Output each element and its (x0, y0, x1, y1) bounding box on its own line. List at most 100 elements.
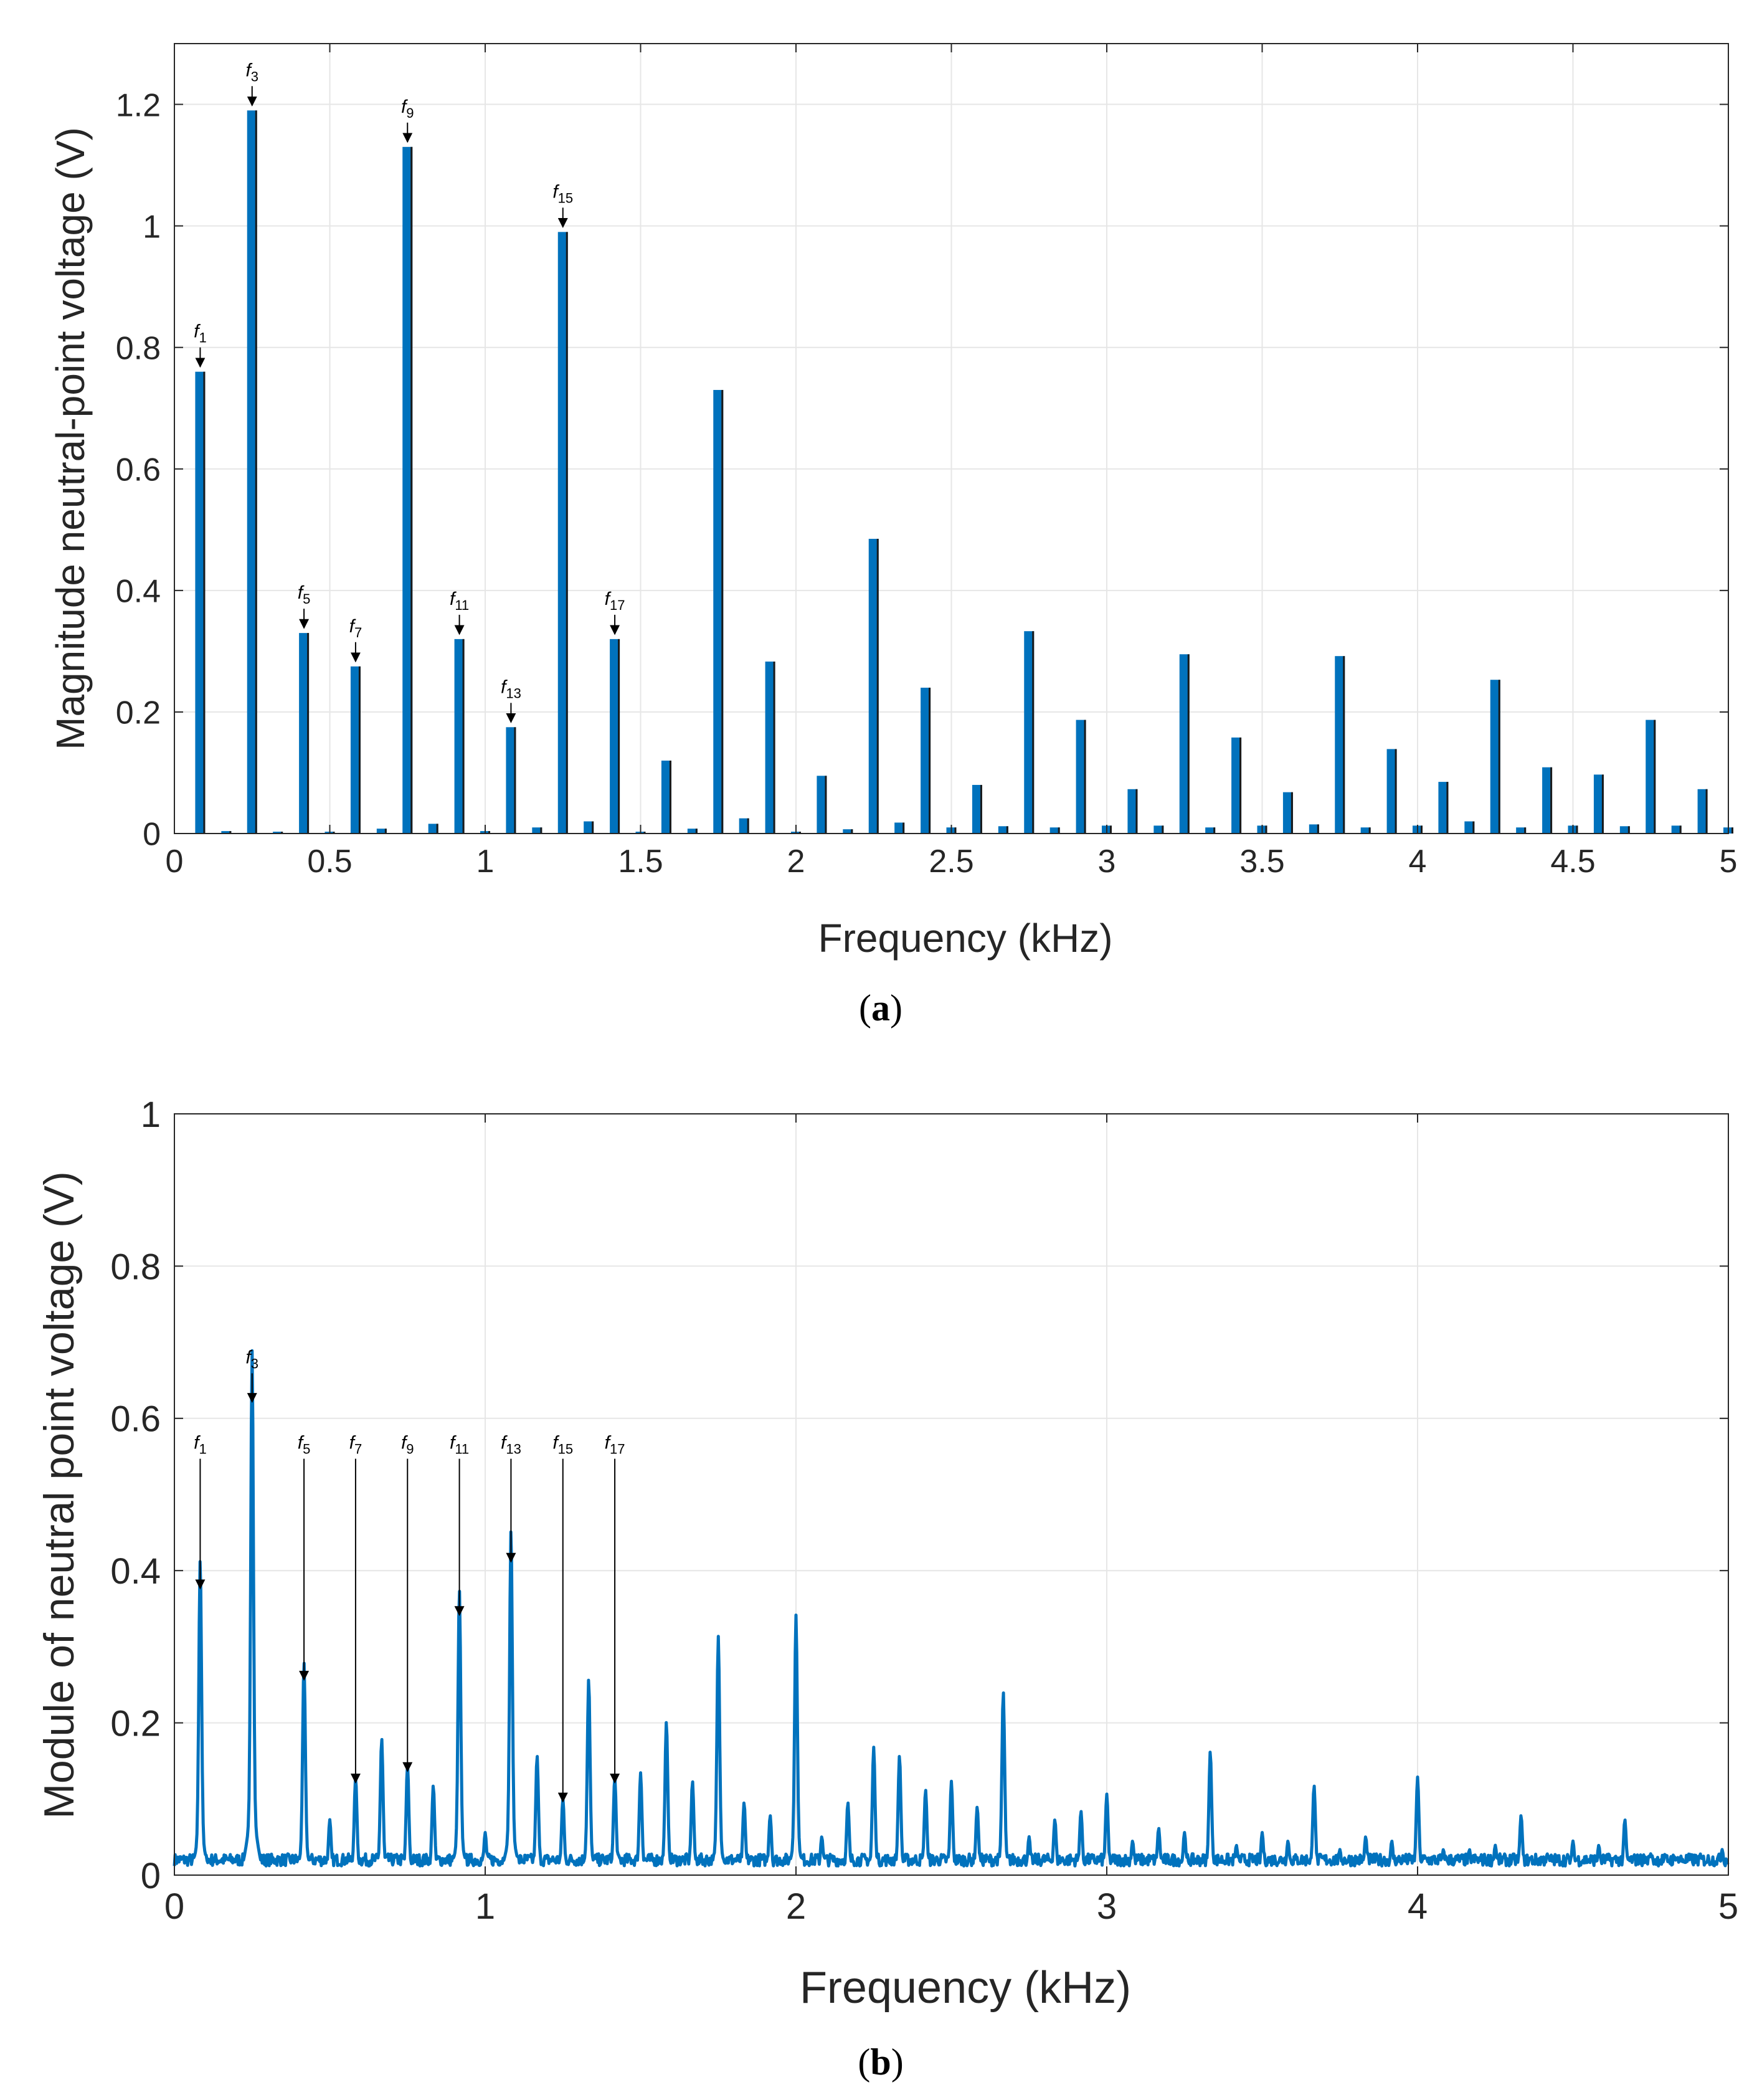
harmonic-label-base: f (450, 589, 457, 609)
y-tick-label: 0.4 (116, 574, 161, 610)
x-axis-label-b: Frequency (kHz) (800, 1963, 1131, 2013)
y-axis-label-a: Magnitude neutral-point voltage (V) (48, 127, 93, 750)
bar-edge (954, 827, 957, 834)
bar-edge (281, 832, 283, 834)
harmonic-label: f3 (245, 1347, 258, 1371)
bar (273, 832, 283, 834)
harmonic-label-base: f (552, 1433, 559, 1453)
bar-edge (1265, 825, 1267, 834)
y-tick-label: 0 (141, 1856, 161, 1896)
harmonic-label-sub: 17 (610, 597, 625, 613)
x-tick-label: 5 (1720, 843, 1738, 880)
x-tick-label: 0.5 (307, 843, 352, 880)
bar-edge (1239, 737, 1242, 834)
bar (402, 146, 413, 834)
bar (921, 687, 931, 834)
x-tick-label: 3.5 (1239, 843, 1284, 880)
bar-edge (1032, 631, 1035, 834)
x-tick-label: 1 (475, 1886, 495, 1927)
y-ticks-b: 0 0.2 0.4 0.6 0.8 1 (110, 1095, 1728, 1896)
caption-letter-a: a (871, 987, 890, 1029)
bar-edge (1601, 774, 1604, 834)
bar (247, 110, 257, 834)
harmonic-label-sub: 15 (558, 1442, 573, 1457)
harmonic-label-sub: 13 (506, 1442, 521, 1457)
x-tick-label: 0 (166, 843, 184, 880)
bar-edge (1368, 827, 1371, 834)
x-tick-label: 2 (787, 843, 805, 880)
harmonic-label-base: f (349, 616, 356, 637)
bar-edge (566, 232, 568, 834)
caption-b: (b) (858, 2041, 903, 2083)
bar-edge (462, 639, 465, 834)
bar (972, 784, 982, 834)
harmonic-label-sub: 5 (303, 1442, 310, 1457)
harmonic-label-base: f (245, 1347, 252, 1367)
harmonic-label-sub: 7 (354, 625, 362, 640)
harmonic-label-base: f (349, 1433, 356, 1453)
x-ticks-b: 0 1 2 3 4 5 (164, 1114, 1738, 1927)
harmonic-label-base: f (194, 321, 201, 342)
harmonic-label-sub: 17 (610, 1442, 625, 1457)
bar-edge (592, 821, 594, 834)
bar (843, 829, 853, 834)
harmonic-label-sub: 3 (251, 69, 258, 84)
harmonic-label-base: f (298, 1433, 305, 1453)
harmonic-label-base: f (401, 97, 408, 117)
harmonic-label: f11 (450, 1433, 469, 1457)
bar (1619, 826, 1630, 834)
bar (454, 639, 465, 834)
bar-edge (1524, 827, 1527, 834)
bar (1464, 821, 1475, 834)
bar-edge (643, 832, 646, 834)
harmonic-label: f7 (349, 616, 362, 640)
bar (817, 776, 827, 834)
bar-edge (1317, 824, 1319, 834)
bar (868, 538, 879, 834)
spectrum-line-b (173, 1349, 1730, 1868)
bar (1049, 827, 1060, 834)
bar-edge (618, 639, 620, 834)
harmonic-label: f17 (605, 1433, 625, 1457)
bar (1076, 720, 1086, 834)
bar-edge (876, 538, 879, 834)
bar (221, 831, 232, 834)
plot-area-b (174, 1114, 1728, 1875)
harmonic-label: f15 (552, 181, 573, 206)
harmonic-label-base: f (552, 181, 559, 202)
harmonic-label-sub: 15 (558, 190, 573, 206)
bar (998, 826, 1008, 834)
bar (428, 824, 438, 834)
harmonic-label: f5 (298, 1433, 311, 1457)
bar (1542, 767, 1553, 834)
bar-edge (410, 146, 413, 834)
bar-edge (1679, 825, 1682, 834)
bar-edge (436, 824, 438, 834)
harmonic-label: f5 (298, 582, 311, 607)
bar-edge (1343, 656, 1345, 834)
x-tick-label: 0 (164, 1886, 184, 1927)
bar-edge (488, 831, 490, 834)
bar (687, 829, 698, 834)
harmonic-label: f3 (245, 60, 258, 84)
bar (1335, 656, 1345, 834)
bar-edge (929, 687, 931, 834)
bar-edge (902, 822, 905, 834)
bar-edge (1291, 792, 1293, 834)
bar (1179, 654, 1190, 834)
bar (1438, 782, 1449, 834)
bar-edge (514, 727, 516, 834)
bar (350, 666, 361, 834)
bar (1309, 824, 1319, 834)
harmonic-label-sub: 9 (406, 1442, 414, 1457)
bar-edge (799, 832, 801, 834)
x-tick-label: 4 (1408, 1886, 1428, 1927)
x-tick-label: 2 (786, 1886, 806, 1927)
harmonic-label-base: f (298, 582, 305, 603)
bar (195, 371, 206, 834)
x-tick-label: 5 (1718, 1886, 1738, 1927)
bar-edge (1705, 789, 1708, 834)
bar (739, 818, 749, 834)
y-tick-label: 0 (143, 817, 161, 853)
